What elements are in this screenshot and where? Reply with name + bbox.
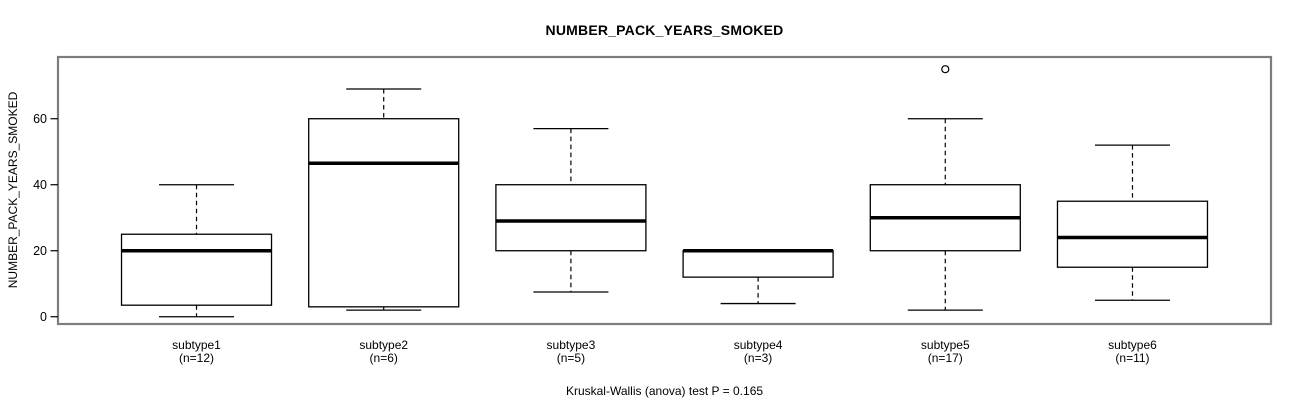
iqr-box-subtype2 (308, 118, 460, 308)
x-category-label: subtype3 (547, 338, 596, 352)
x-category-label: subtype2 (359, 338, 408, 352)
outlier-point-subtype5 (941, 65, 950, 74)
x-count-label: (n=6) (370, 351, 398, 365)
iqr-box-subtype3 (495, 184, 647, 252)
x-count-label: (n=5) (557, 351, 585, 365)
iqr-box-subtype6 (1056, 200, 1209, 268)
kruskal-wallis-pvalue-note: Kruskal-Wallis (anova) test P = 0.165 (565, 384, 764, 398)
x-category-label: subtype4 (734, 338, 783, 352)
iqr-box-subtype4 (682, 250, 834, 278)
y-tick-label: 0 (40, 310, 47, 324)
y-tick-label: 20 (33, 244, 47, 258)
x-count-label: (n=3) (744, 351, 772, 365)
y-tick-label: 40 (33, 178, 47, 192)
x-count-label: (n=12) (179, 351, 214, 365)
x-count-label: (n=11) (1115, 351, 1149, 365)
x-category-label: subtype5 (921, 338, 970, 352)
x-category-label: subtype1 (172, 338, 221, 352)
y-tick-label: 60 (33, 112, 47, 126)
x-category-label: subtype6 (1108, 338, 1157, 352)
x-count-label: (n=17) (928, 351, 963, 365)
y-axis-label: NUMBER_PACK_YEARS_SMOKED (6, 91, 20, 289)
plot-frame (56, 55, 1273, 326)
chart-title: NUMBER_PACK_YEARS_SMOKED (545, 22, 784, 38)
iqr-box-subtype1 (120, 233, 273, 306)
